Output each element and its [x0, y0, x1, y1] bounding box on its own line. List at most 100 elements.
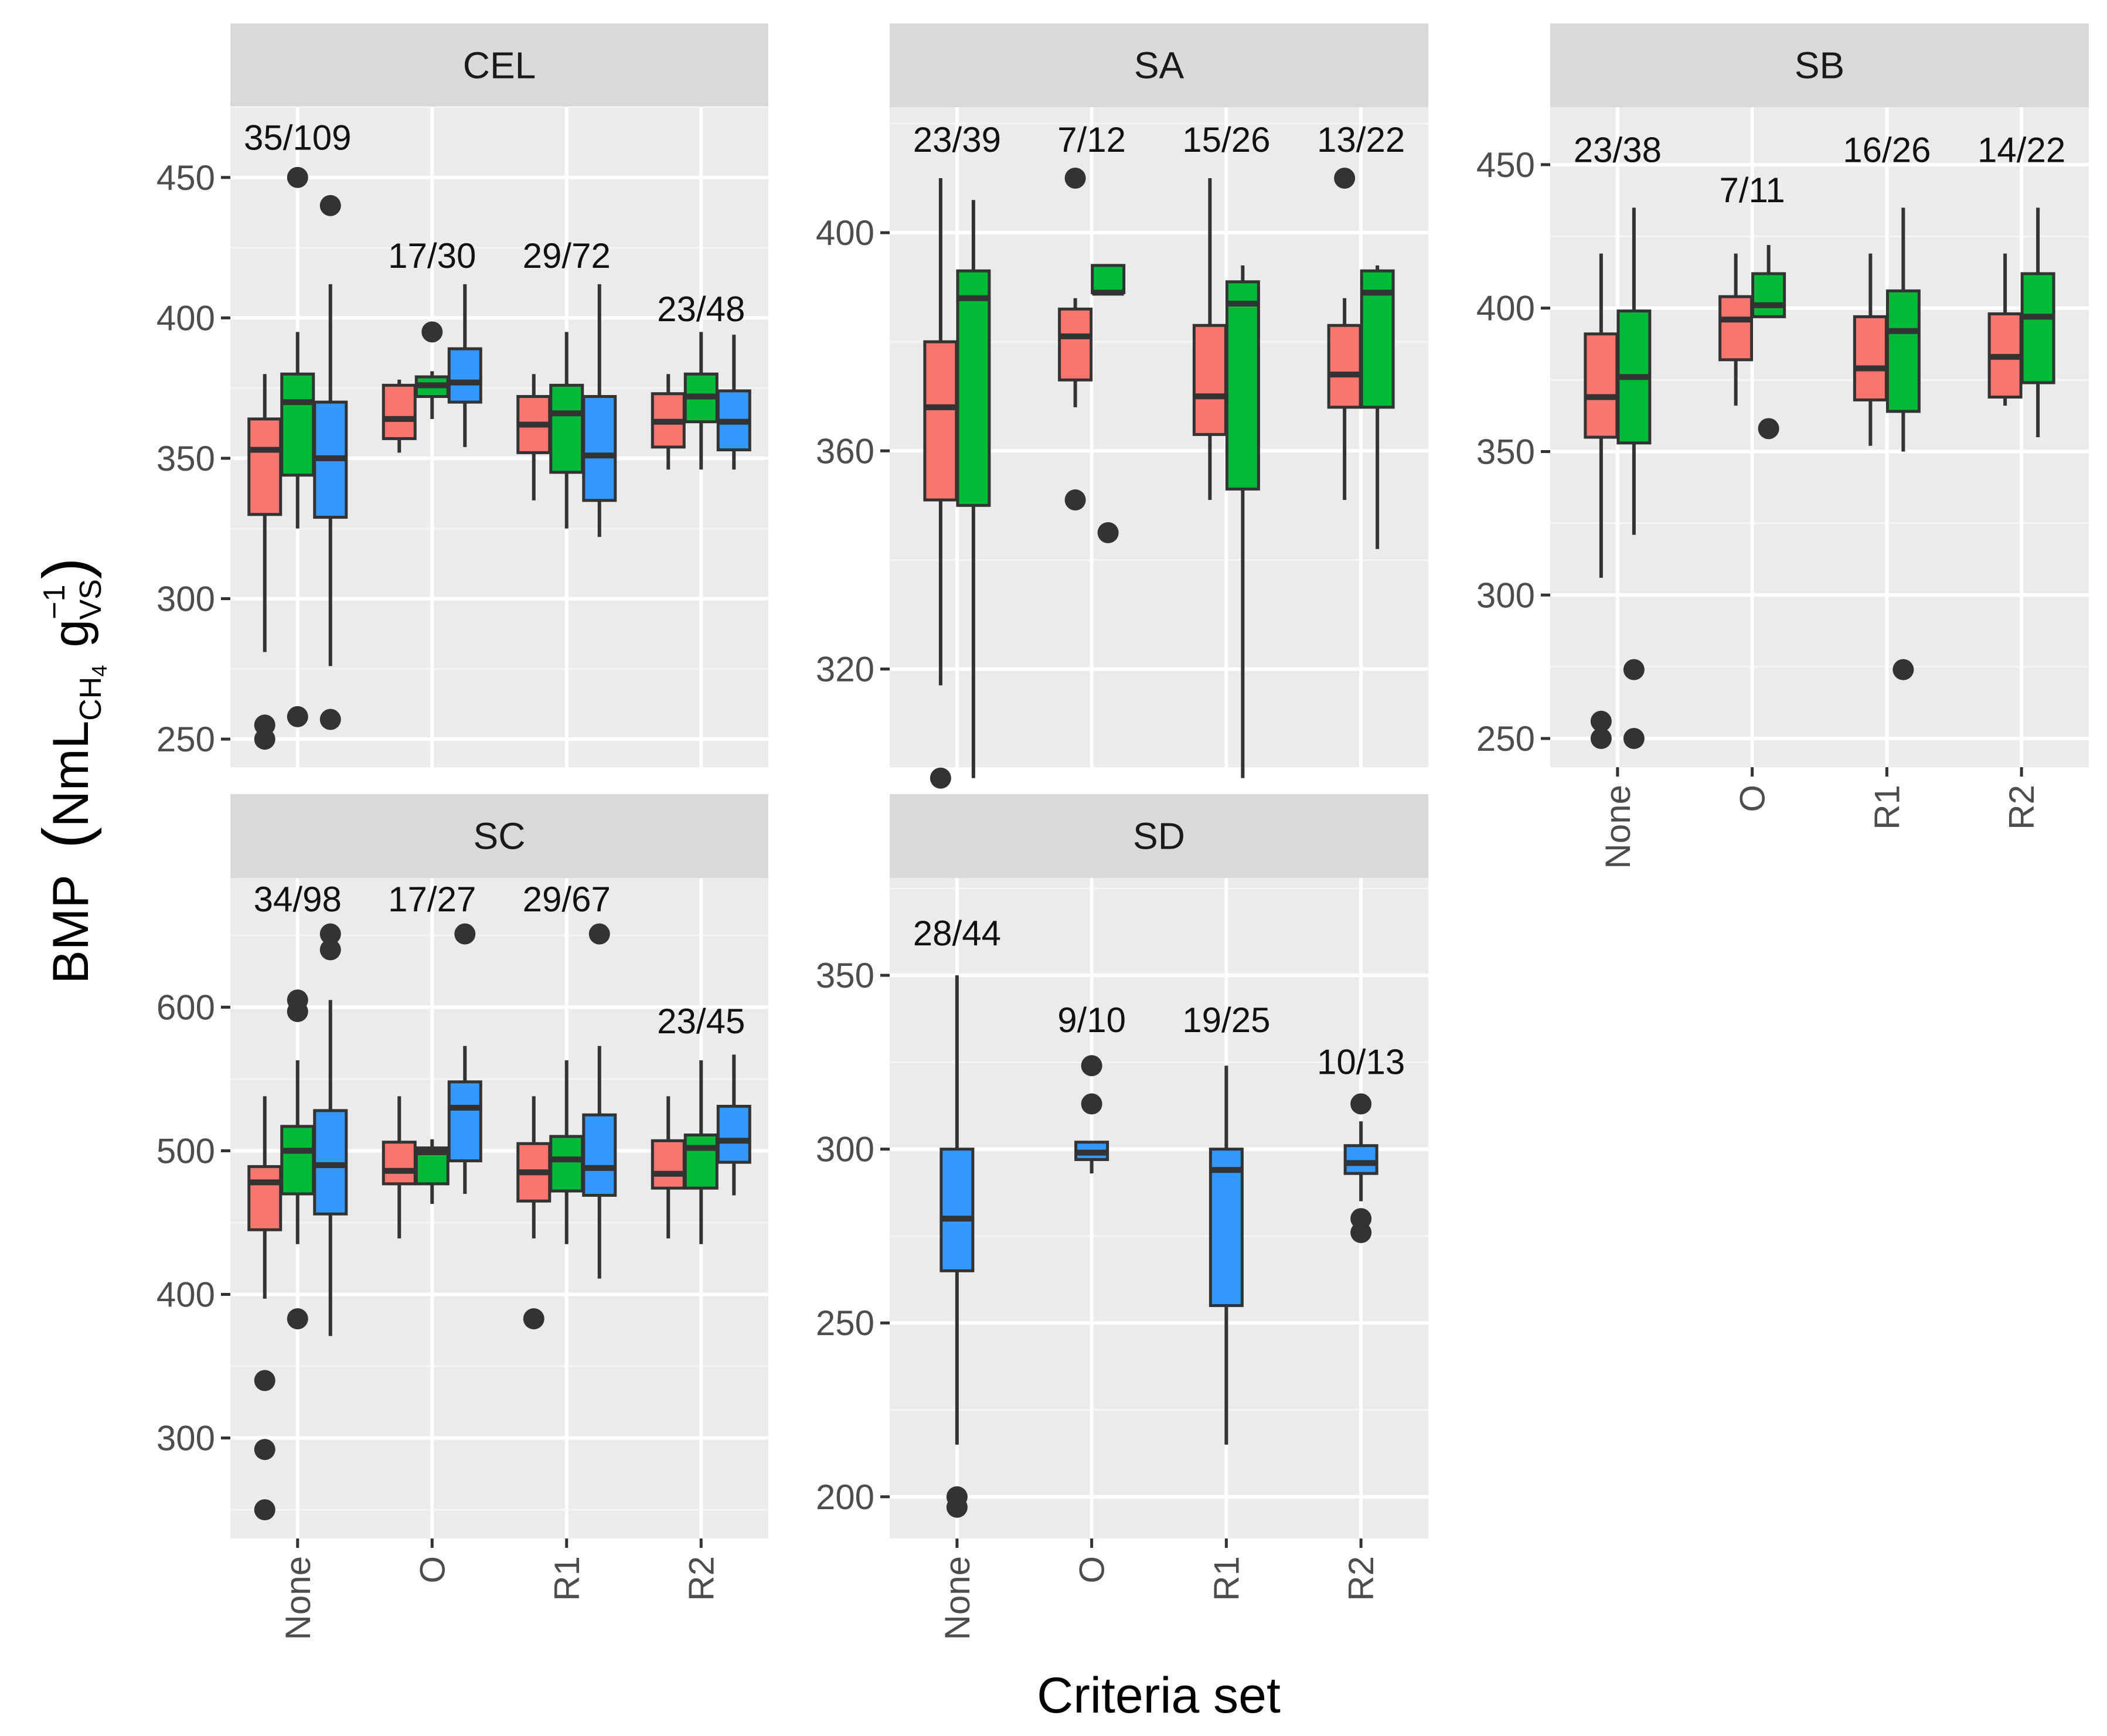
count-label: 7/12	[1057, 120, 1126, 159]
x-tick-label: R1	[547, 1556, 587, 1601]
box-r1-blue	[1209, 1066, 1244, 1445]
box-none-blue	[313, 195, 348, 730]
count-label: 29/72	[523, 236, 611, 275]
box-r2-blue	[1343, 1093, 1378, 1244]
count-label: 17/27	[388, 880, 476, 919]
box-o-green	[414, 1139, 450, 1204]
outlier-point	[1758, 418, 1779, 440]
outlier-point	[1081, 1055, 1102, 1077]
box-none-red	[1584, 253, 1619, 750]
box-body	[549, 383, 584, 474]
facet-strip	[890, 794, 1428, 878]
y-tick-label: 350	[156, 439, 215, 478]
box-o-blue	[447, 923, 482, 1194]
outlier-point	[1623, 728, 1645, 750]
box-none-blue	[313, 923, 348, 1336]
panel-sb: SB 250 300 350 400 450 None O R1 R2 23/38 7/11 16/26…	[1476, 23, 2089, 869]
facet-strip	[230, 794, 768, 878]
box-r1-green	[549, 1060, 584, 1244]
box-body	[1209, 1148, 1244, 1308]
box-body	[447, 1080, 482, 1163]
x-tick-label: O	[1733, 785, 1772, 812]
box-o-blue	[1074, 1055, 1109, 1174]
x-tick-label: R1	[1867, 785, 1907, 830]
y-axis-title-main: BMP	[43, 876, 99, 984]
box-body	[1885, 289, 1921, 413]
box-r2-green	[2020, 207, 2055, 437]
outlier-point	[1590, 728, 1612, 750]
outlier-point	[946, 1496, 968, 1518]
x-axis-title: Criteria set	[1037, 1667, 1281, 1724]
box-none-red	[247, 374, 282, 750]
outlier-point	[1590, 710, 1612, 732]
box-none-red	[247, 1096, 282, 1520]
outlier-point	[1097, 522, 1119, 543]
outlier-point	[254, 1439, 275, 1461]
outlier-point	[1064, 167, 1086, 189]
count-label: 17/30	[388, 236, 476, 275]
box-r1-blue	[582, 923, 617, 1279]
box-o-green	[1091, 264, 1126, 543]
y-tick-label: 400	[1476, 289, 1535, 328]
outlier-point	[287, 706, 308, 727]
box-body	[1091, 264, 1126, 294]
box-none-green	[280, 989, 315, 1330]
box-body	[382, 383, 417, 440]
x-tick-label: O	[413, 1556, 452, 1584]
outlier-point	[588, 923, 610, 945]
outlier-point	[287, 1000, 308, 1022]
box-body	[1058, 307, 1093, 382]
y-tick-label: 300	[1476, 576, 1535, 615]
y-tick-label: 400	[156, 298, 215, 338]
outlier-point	[319, 709, 341, 730]
box-body	[923, 340, 958, 502]
box-body	[1343, 1144, 1378, 1175]
y-tick-label: 250	[156, 720, 215, 759]
box-r2-blue	[716, 335, 751, 470]
count-label: 16/26	[1843, 130, 1931, 169]
y-tick-label: 450	[1476, 145, 1535, 185]
panel-sc: SC 300 400 500 600 None O R1 R2 34/98 17/27 29/67 23…	[156, 794, 768, 1640]
box-body	[1751, 272, 1786, 318]
x-tick-label: R1	[1207, 1556, 1246, 1601]
box-body	[1584, 332, 1619, 439]
box-o-red	[382, 1096, 417, 1238]
box-o-blue	[447, 284, 482, 447]
panel-sd: SD 200 250 300 350 None O R1 R2 28/44 9/10 19/25 10/…	[816, 794, 1428, 1640]
count-label: 28/44	[913, 914, 1001, 953]
box-o-green	[1751, 244, 1786, 440]
box-r1-blue	[582, 284, 617, 537]
box-body	[247, 417, 282, 516]
box-o-red	[1718, 253, 1754, 406]
box-body	[1853, 315, 1888, 401]
y-axis-unit-sup: −1	[38, 584, 72, 619]
box-o-red	[1058, 167, 1093, 511]
box-body	[1192, 324, 1227, 436]
count-label: 19/25	[1182, 1000, 1270, 1040]
box-none-red	[923, 178, 958, 789]
box-r2-green	[683, 1060, 719, 1244]
outlier-point	[421, 321, 443, 343]
y-tick-label: 320	[816, 649, 874, 689]
box-none-green	[956, 200, 991, 778]
outlier-point	[287, 1308, 308, 1330]
facet-title: CEL	[463, 45, 536, 87]
panel-sa: SA 320 360 400 23/39 7/12 15/26 13/22	[816, 23, 1428, 789]
outlier-point	[319, 923, 341, 945]
box-body	[651, 1139, 686, 1190]
x-tick-label: None	[938, 1556, 977, 1640]
outlier-point	[254, 729, 275, 750]
y-tick-label: 400	[156, 1275, 215, 1315]
y-tick-label: 600	[156, 988, 215, 1027]
count-label: 23/39	[913, 120, 1001, 159]
box-body	[280, 1125, 315, 1196]
box-r1-red	[1853, 253, 1888, 446]
box-o-red	[382, 379, 417, 453]
y-axis-unit-sub2: VS	[74, 579, 108, 619]
facet-title: SA	[1134, 45, 1184, 87]
box-body	[382, 1141, 417, 1186]
y-tick-label: 350	[1476, 432, 1535, 471]
box-none-blue	[940, 975, 975, 1518]
box-r1-red	[516, 374, 552, 501]
